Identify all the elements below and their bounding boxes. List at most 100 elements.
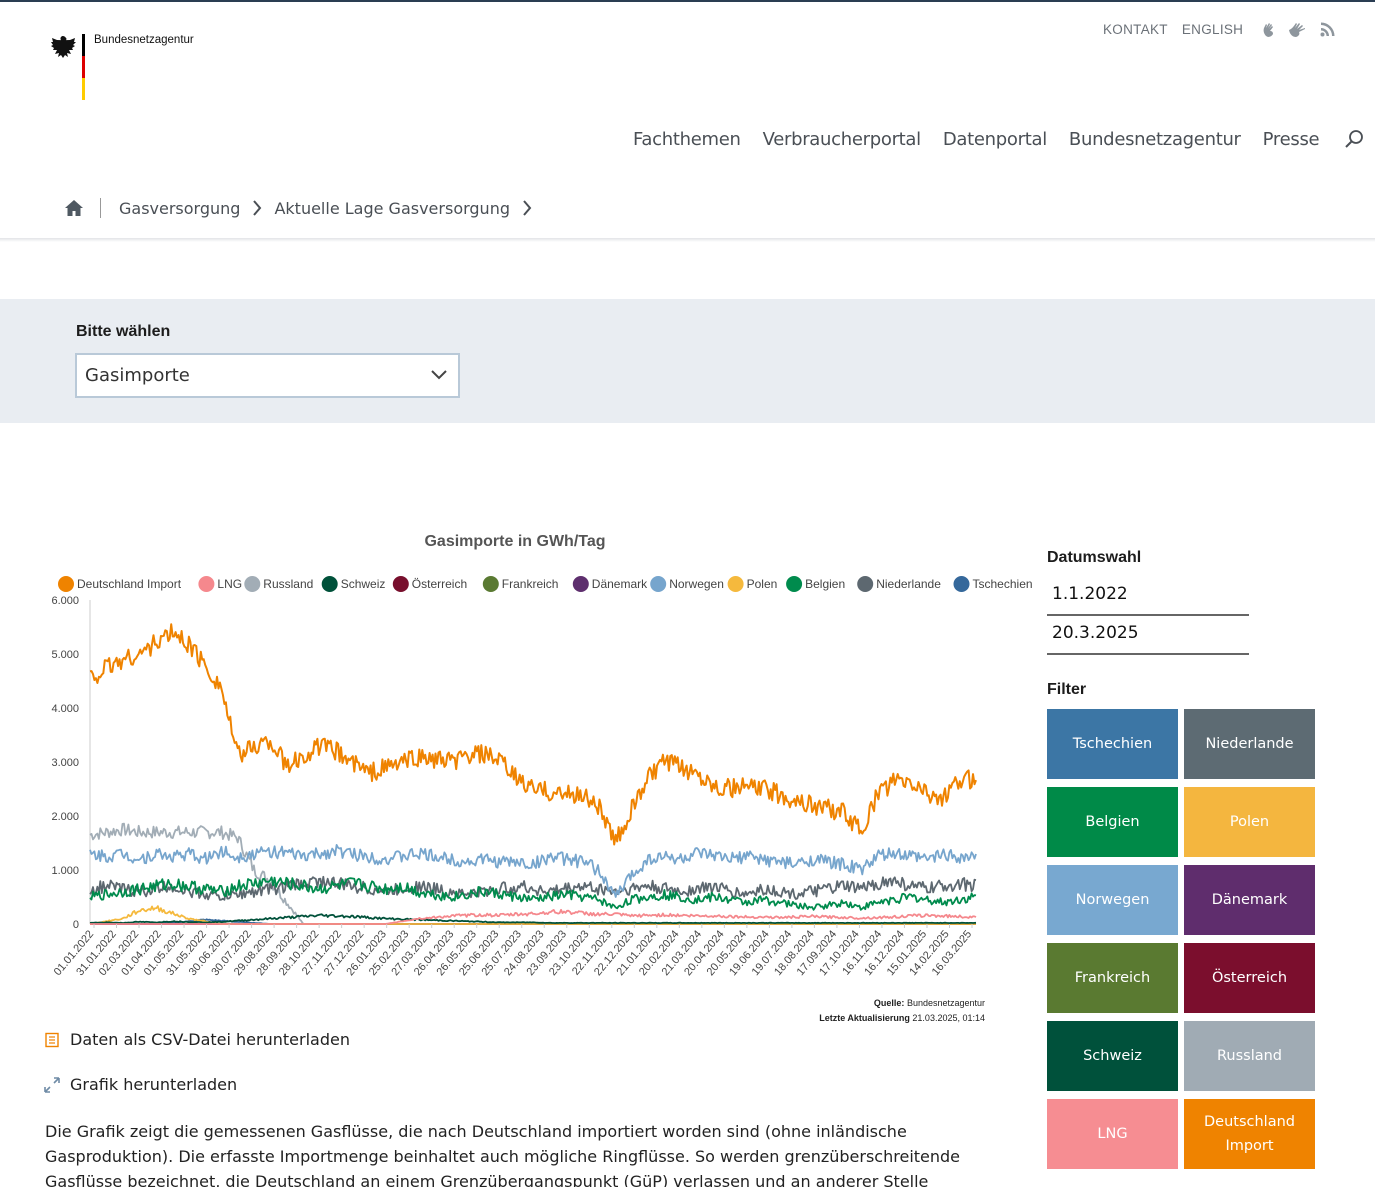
chevron-right-icon <box>253 200 262 216</box>
top-accent-line <box>0 0 1375 2</box>
logo[interactable]: Bundesnetzagentur <box>48 32 198 104</box>
series-line-russland <box>89 822 976 925</box>
filter-frankreich[interactable]: Frankreich <box>1047 943 1178 1013</box>
legend-label: Deutschland Import <box>77 577 182 591</box>
breadcrumb-divider <box>100 198 101 218</box>
selection-panel: Bitte wählen Gasimporte <box>0 299 1375 423</box>
filter-österreich[interactable]: Österreich <box>1184 943 1315 1013</box>
legend-label: Österreich <box>412 577 467 591</box>
y-tick-label: 4.000 <box>51 703 79 715</box>
nav-presse[interactable]: Presse <box>1262 128 1320 150</box>
filter-grid: Tschechien Niederlande Belgien Polen Norwege… <box>1047 709 1315 1169</box>
chart-source: Quelle: Bundesnetzagentur <box>874 998 985 1008</box>
y-tick-label: 1.000 <box>51 865 79 877</box>
federal-eagle-icon <box>51 36 76 58</box>
date-from-input[interactable]: 1.1.2022 <box>1047 578 1249 616</box>
source-label: Quelle: <box>874 998 905 1008</box>
updated-value: 21.03.2025, 01:14 <box>910 1013 985 1023</box>
y-tick-label: 5.000 <box>51 649 79 661</box>
filter-niederlande[interactable]: Niederlande <box>1184 709 1315 779</box>
legend-marker <box>392 576 409 592</box>
nav-fachthemen[interactable]: Fachthemen <box>633 128 741 150</box>
filter-heading: Filter <box>1047 681 1087 698</box>
series-line-deutschland-import <box>89 623 977 846</box>
legend-marker <box>58 576 74 592</box>
series-line-lng <box>90 908 977 925</box>
csv-download-label: Daten als CSV-Datei herunterladen <box>70 1030 350 1049</box>
legend-label: Schweiz <box>341 577 386 591</box>
legend-marker <box>786 576 803 592</box>
updated-label: Letzte Aktualisierung <box>819 1013 910 1023</box>
date-to-input[interactable]: 20.3.2025 <box>1047 617 1249 655</box>
breadcrumb: Gasversorgung Aktuelle Lage Gasversorgun… <box>64 198 532 218</box>
y-tick-label: 2.000 <box>51 811 79 823</box>
legend-marker <box>482 576 499 592</box>
csv-download-link[interactable]: Daten als CSV-Datei herunterladen <box>44 1030 350 1049</box>
legend-marker <box>727 576 744 592</box>
y-tick-label: 0 <box>73 919 79 931</box>
chevron-down-icon <box>431 370 447 380</box>
nav-verbraucherportal[interactable]: Verbraucherportal <box>762 128 922 150</box>
legend-marker <box>321 576 338 592</box>
german-flag-stripe <box>82 34 85 100</box>
series-line-norwegen <box>89 844 977 898</box>
source-value: Bundesnetzagentur <box>904 998 985 1008</box>
english-link[interactable]: ENGLISH <box>1181 21 1244 37</box>
legend-marker <box>244 576 261 592</box>
utility-nav: KONTAKT ENGLISH <box>1103 20 1337 38</box>
series-line-schweiz <box>89 913 977 924</box>
filter-norwegen[interactable]: Norwegen <box>1047 865 1178 935</box>
legend-label: Dänemark <box>592 577 648 591</box>
rss-icon[interactable] <box>1319 20 1337 38</box>
series-line-belgien <box>89 876 977 911</box>
home-icon[interactable] <box>64 198 84 218</box>
date-heading: Datumswahl <box>1047 549 1142 566</box>
breadcrumb-aktuelle-lage[interactable]: Aktuelle Lage Gasversorgung <box>274 198 510 218</box>
filter-deutschland-import[interactable]: Deutschland Import <box>1184 1099 1315 1169</box>
legend-label: Russland <box>263 577 313 591</box>
legend-marker <box>857 576 874 592</box>
expand-icon <box>44 1076 60 1093</box>
legend-label: Norwegen <box>669 577 724 591</box>
legend-label: LNG <box>217 577 242 591</box>
y-tick-label: 3.000 <box>51 757 79 769</box>
filter-russland[interactable]: Russland <box>1184 1021 1315 1091</box>
filter-belgien[interactable]: Belgien <box>1047 787 1178 857</box>
search-icon[interactable] <box>1343 128 1365 150</box>
nav-bundesnetzagentur[interactable]: Bundesnetzagentur <box>1068 128 1241 150</box>
series-line-niederlande <box>89 875 977 901</box>
legend-label: Tschechien <box>973 577 1033 591</box>
graphic-download-link[interactable]: Grafik herunterladen <box>44 1075 237 1094</box>
filter-dänemark[interactable]: Dänemark <box>1184 865 1315 935</box>
legend-label: Frankreich <box>502 577 559 591</box>
graphic-download-label: Grafik herunterladen <box>70 1075 238 1094</box>
chart-title: Gasimporte in GWh/Tag <box>424 533 606 550</box>
filter-polen[interactable]: Polen <box>1184 787 1315 857</box>
legend-label: Polen <box>747 577 778 591</box>
chevron-right-icon <box>523 200 532 216</box>
legend-marker <box>572 576 589 592</box>
header-divider <box>0 238 1375 242</box>
filter-schweiz[interactable]: Schweiz <box>1047 1021 1178 1091</box>
filter-lng[interactable]: LNG <box>1047 1099 1178 1169</box>
kontakt-link[interactable]: KONTAKT <box>1103 21 1168 37</box>
main-nav: Fachthemen Verbraucherportal Datenportal… <box>633 128 1365 150</box>
selection-label: Bitte wählen <box>76 323 171 340</box>
legend-label: Niederlande <box>876 577 941 591</box>
data-select-dropdown[interactable]: Gasimporte <box>75 353 460 398</box>
sign-language-icon[interactable] <box>1261 20 1279 38</box>
legend-marker <box>650 576 667 592</box>
y-tick-label: 6.000 <box>51 595 79 607</box>
gas-import-chart: Deutschland Import LNG Russland Schweiz Öste… <box>51 576 1033 1023</box>
legend-marker <box>953 576 970 592</box>
chart-description: Die Grafik zeigt die gemessenen Gasflüss… <box>45 1122 961 1187</box>
chart-legend: Deutschland Import LNG Russland Schweiz Öste… <box>58 576 1033 592</box>
legend-marker <box>198 576 215 592</box>
plain-language-icon[interactable] <box>1287 20 1311 38</box>
legend-label: Belgien <box>805 577 845 591</box>
document-icon <box>45 1032 59 1047</box>
nav-datenportal[interactable]: Datenportal <box>942 128 1047 150</box>
filter-tschechien[interactable]: Tschechien <box>1047 709 1178 779</box>
logo-text: Bundesnetzagentur <box>94 34 194 46</box>
breadcrumb-gasversorgung[interactable]: Gasversorgung <box>119 198 241 218</box>
